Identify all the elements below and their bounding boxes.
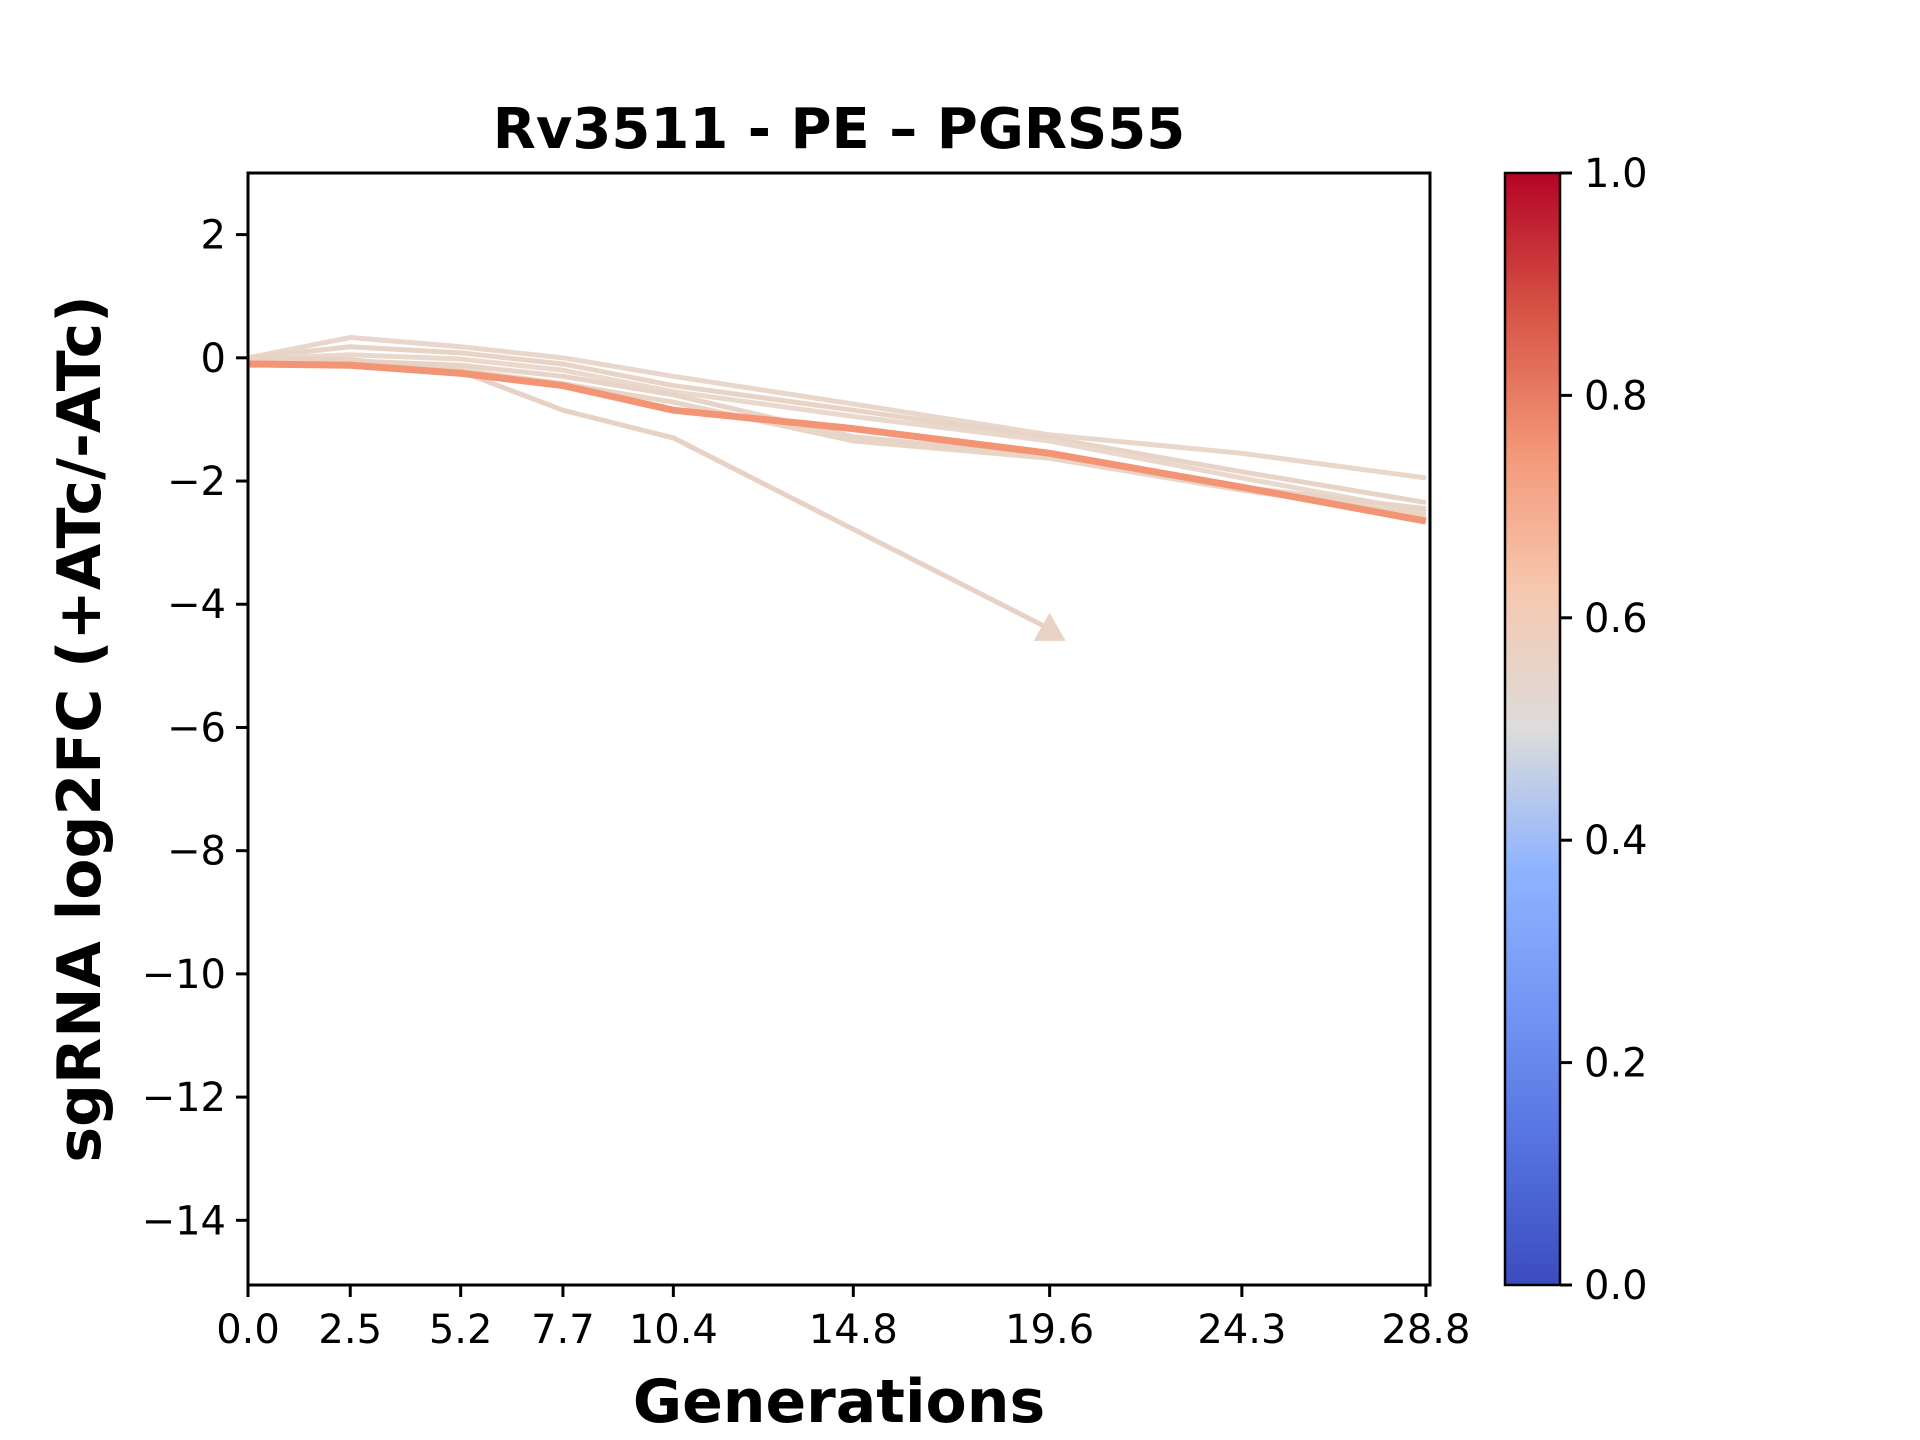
y-tick-label: 0 <box>201 336 226 382</box>
x-tick-label: 28.8 <box>1381 1307 1470 1353</box>
sgrna-line-7-depleted <box>247 355 1051 632</box>
x-tick-label: 2.5 <box>318 1307 382 1353</box>
x-tick-label: 7.7 <box>531 1307 595 1353</box>
colorbar-tick-label: 0.4 <box>1584 818 1648 864</box>
chart-title: Rv3511 - PE – PGRS55 <box>493 97 1185 162</box>
plot-frame <box>246 171 1432 1287</box>
depleted-triangle-marker <box>1033 612 1066 641</box>
axis-ticks: 0.0 2.5 5.2 7.7 10.4 14.8 19.6 24.3 28.8 2 0 −2 −4 −6… <box>142 213 1471 1353</box>
sgrna-line-1 <box>247 334 1427 481</box>
colorbar-tick-label: 0.2 <box>1584 1041 1648 1087</box>
y-tick-label: −8 <box>167 829 226 875</box>
axes-spines <box>246 171 1432 1287</box>
y-tick-label: −14 <box>142 1198 226 1244</box>
sgrna-line-3 <box>247 352 1427 515</box>
y-tick-label: −6 <box>167 705 226 751</box>
colorbar-gradient <box>1503 171 1562 1287</box>
colorbar-tick-label: 1.0 <box>1584 151 1648 197</box>
x-tick-label: 10.4 <box>629 1307 718 1353</box>
colorbar-tick-label: 0.8 <box>1584 373 1648 419</box>
x-tick-label: 19.6 <box>1005 1307 1094 1353</box>
colorbar-tick-label: 0.6 <box>1584 596 1648 642</box>
sgrna-line-2 <box>247 344 1427 506</box>
y-tick-label: −10 <box>142 952 226 998</box>
y-tick-label: −2 <box>167 459 226 505</box>
colorbar: 1.0 0.8 0.6 0.4 0.2 0.0 <box>1503 151 1648 1309</box>
series-lines <box>247 334 1427 641</box>
x-axis-label: Generations <box>633 1367 1045 1437</box>
x-tick-label: 0.0 <box>216 1307 280 1353</box>
x-tick-label: 14.8 <box>809 1307 898 1353</box>
y-axis-label: sgRNA log2FC (+ATc/-ATc) <box>45 295 115 1162</box>
y-tick-label: −4 <box>167 582 226 628</box>
x-tick-label: 5.2 <box>429 1307 493 1353</box>
y-tick-label: −12 <box>142 1075 226 1121</box>
x-tick-label: 24.3 <box>1197 1307 1286 1353</box>
colorbar-tick-label: 0.0 <box>1584 1263 1648 1309</box>
sgrna-line-6 <box>247 360 1427 525</box>
y-tick-label: 2 <box>201 213 226 259</box>
